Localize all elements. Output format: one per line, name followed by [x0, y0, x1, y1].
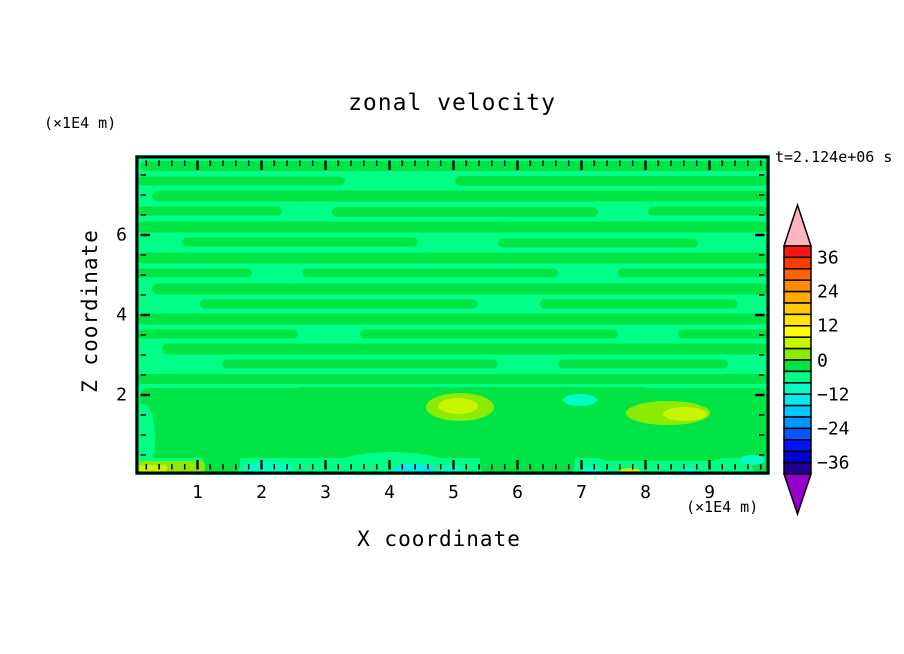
colorbar-tick-label: 36 — [817, 247, 839, 269]
colorbar-box — [783, 336, 812, 350]
colorbar-tick-label: −12 — [817, 384, 850, 406]
x-tick-label: 3 — [320, 482, 331, 503]
x-tick-label: 9 — [704, 482, 715, 503]
x-tick-label: 1 — [192, 482, 203, 503]
x-tick-label: 6 — [512, 482, 523, 503]
x-tick-label: 5 — [448, 482, 459, 503]
x-tick-label: 4 — [384, 482, 395, 503]
colorbar-box — [783, 347, 812, 361]
colorbar-box — [783, 370, 812, 384]
z-tick-label: 4 — [116, 304, 127, 326]
colorbar-box — [783, 439, 812, 452]
colorbar — [782, 202, 813, 517]
colorbar-box — [783, 404, 812, 418]
colorbar-box — [783, 245, 812, 259]
colorbar-box — [783, 450, 812, 464]
x-axis-unit-label: (×1E4 m) — [686, 498, 759, 516]
z-axis-unit-label: (×1E4 m) — [44, 114, 117, 132]
colorbar-box — [783, 382, 812, 395]
x-tick-label: 2 — [256, 482, 267, 503]
colorbar-top-arrow — [782, 202, 813, 247]
colorbar-box — [783, 302, 812, 316]
colorbar-tick-label: 0 — [817, 350, 828, 372]
time-annotation: t=2.124e+06 s — [775, 148, 893, 166]
colorbar-bottom-arrow — [782, 473, 813, 517]
colorbar-tick-label: −36 — [817, 452, 850, 474]
colorbar-box — [783, 268, 812, 281]
colorbar-box — [783, 393, 812, 407]
colorbar-box — [783, 416, 812, 430]
plot-frame — [135, 155, 770, 475]
axis-ticks — [140, 160, 765, 470]
colorbar-box — [783, 290, 812, 304]
colorbar-box — [783, 461, 812, 475]
colorbar-tick-label: −24 — [817, 418, 850, 440]
colorbar-box — [783, 325, 812, 338]
contour-field — [138, 161, 767, 472]
colorbar-box — [783, 427, 812, 441]
colorbar-tick-label: 24 — [817, 281, 839, 303]
z-tick-label: 2 — [116, 384, 127, 406]
colorbar-tick-label: 12 — [817, 315, 839, 337]
x-tick-label: 7 — [576, 482, 587, 503]
colorbar-box — [783, 279, 812, 293]
x-tick-label: 8 — [640, 482, 651, 503]
z-axis-title: Z coordinate — [78, 229, 102, 393]
contour-plot — [135, 155, 770, 475]
page-title: zonal velocity — [348, 90, 556, 116]
x-axis-title: X coordinate — [357, 527, 521, 551]
colorbar-box — [783, 359, 812, 373]
colorbar-box — [783, 313, 812, 327]
colorbar-box — [783, 256, 812, 270]
z-tick-label: 6 — [116, 224, 127, 246]
